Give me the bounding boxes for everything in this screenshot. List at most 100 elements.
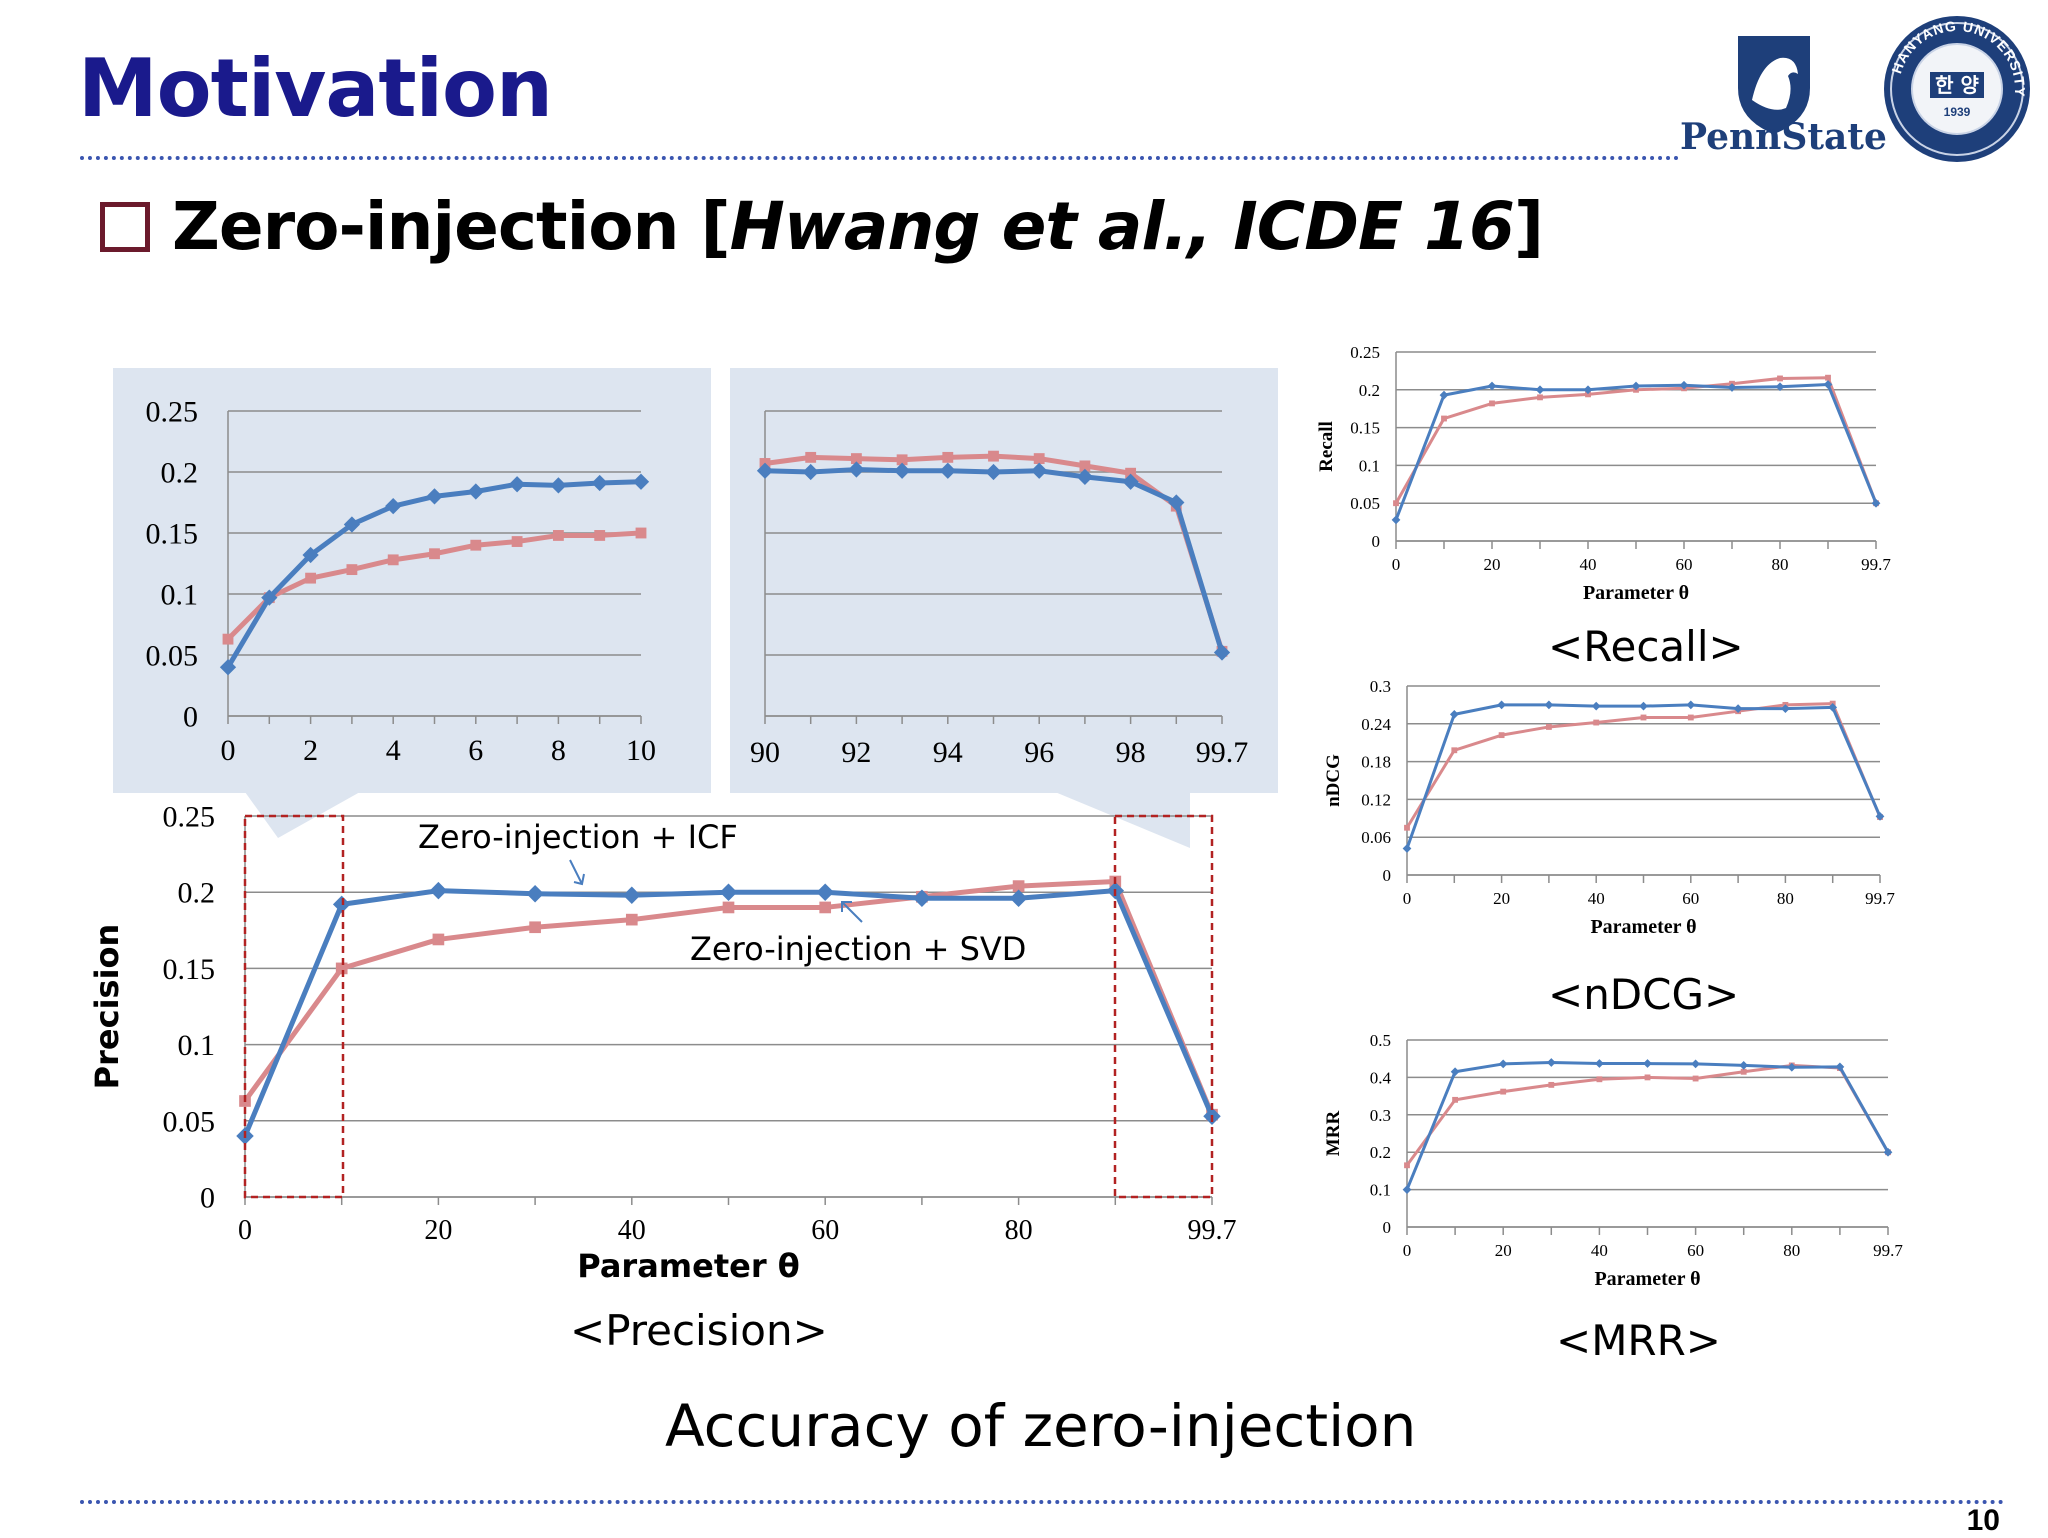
hanyang-logo: HANYANG UNIVERSITY 한 양 1939 — [1882, 14, 2032, 164]
recall-svd-point — [1537, 394, 1543, 401]
zoom-frame-right — [1113, 814, 1214, 1199]
ndcg-x-axis-label: Parameter θ — [1590, 916, 1696, 938]
recall-icf-line — [1394, 383, 1878, 521]
zoom_left-xtick-label: 10 — [626, 734, 656, 767]
recall-icf-point — [1583, 385, 1593, 395]
precision-ytick-label: 0.25 — [163, 801, 216, 834]
svd-annotation-arrow — [841, 901, 863, 923]
mrr-icf-line — [1405, 1060, 1890, 1191]
zoom_left-svd-point — [346, 564, 358, 576]
ndcg-ytick-label: 0.24 — [1361, 715, 1391, 734]
mrr-xtick-label: 40 — [1591, 1241, 1608, 1260]
mrr-icf-point — [1402, 1185, 1412, 1194]
zoom_right-icf-point — [848, 461, 865, 478]
mrr-x-axis-label: Parameter θ — [1594, 1268, 1700, 1290]
zoom_right-icf-point — [1122, 473, 1139, 490]
zoom_left-icf-point — [385, 498, 402, 515]
ndcg-svd-point — [1593, 719, 1600, 726]
zoom_right-icf-point — [756, 462, 774, 479]
ndcg-icf-point — [1402, 844, 1412, 853]
recall-icf-point — [1679, 380, 1689, 390]
mrr-ytick-label: 0 — [1383, 1218, 1392, 1237]
slide-subtitle: Zero-injection [Hwang et al., ICDE 16] — [172, 188, 1544, 265]
recall-icf-point — [1535, 385, 1545, 395]
mrr-svd-point — [1740, 1068, 1747, 1075]
mrr-svd-point — [1548, 1081, 1555, 1088]
precision-svd-line — [242, 879, 1215, 1116]
zoom_left-icf-point — [426, 488, 443, 505]
precision-x-axis-label: Parameter θ — [577, 1247, 800, 1285]
ndcg-icf-line — [1405, 703, 1882, 850]
pennstate-wordmark: PennState — [1680, 116, 1887, 158]
zoom-left-callout — [245, 792, 360, 838]
recall-ytick-label: 0.15 — [1350, 419, 1380, 438]
recall-xtick-label: 80 — [1772, 555, 1789, 574]
zoom_right-icf-point — [1213, 644, 1231, 661]
mrr-y-axis-label: MRR — [1323, 1111, 1344, 1157]
precision-xtick-label: 40 — [618, 1215, 646, 1246]
recall-svd-point — [1489, 400, 1495, 407]
ndcg-svd-point — [1451, 747, 1458, 754]
bottom-caption: Accuracy of zero-injection — [665, 1392, 1417, 1460]
mrr-icf-point — [1498, 1059, 1508, 1069]
ndcg-icf-point — [1781, 704, 1790, 714]
mrr-icf-point — [1787, 1062, 1797, 1072]
precision-ytick-label: 0.15 — [163, 953, 216, 986]
zoom_right-xtick-label: 98 — [1116, 736, 1146, 769]
mrr-svd-point — [1596, 1076, 1603, 1083]
zoom_right-svd-point — [1033, 453, 1045, 464]
ndcg-caption: <nDCG> — [1548, 970, 1740, 1019]
ndcg-ytick-label: 0.12 — [1361, 790, 1391, 809]
zoom_left-svd-point — [305, 572, 317, 584]
precision-icf-point — [719, 883, 738, 901]
zoom-right-panel — [730, 368, 1278, 793]
precision-svd-point — [625, 913, 638, 926]
ndcg-svd-point — [1545, 724, 1552, 730]
zoom_left-svd-point — [594, 530, 606, 541]
recall-svd-point — [1585, 391, 1591, 398]
ndcg-icf-point — [1828, 703, 1838, 712]
ndcg-y-axis-label: nDCG — [1323, 754, 1344, 807]
ndcg-xtick-label: 60 — [1682, 889, 1699, 908]
mrr-icf-point — [1643, 1059, 1652, 1068]
zoom_left-ytick-label: 0.1 — [161, 579, 199, 612]
zoom_left-icf-point — [467, 483, 484, 500]
slide-title: Motivation — [78, 42, 553, 135]
recall-icf-point — [1871, 498, 1881, 508]
zoom_right-xtick-label: 99.7 — [1196, 736, 1249, 769]
mrr-xtick-label: 20 — [1495, 1241, 1512, 1260]
zoom_right-icf-point — [985, 463, 1002, 481]
zoom_left-svd-point — [552, 530, 564, 541]
zoom_left-icf-point — [219, 659, 237, 676]
recall-icf-point — [1727, 383, 1737, 392]
recall-icf-point — [1775, 382, 1785, 392]
title-divider — [80, 156, 1680, 160]
mrr-icf-point — [1835, 1062, 1845, 1072]
hanyang-center-text: 한 양 — [1935, 73, 1979, 97]
ndcg-icf-point — [1591, 701, 1601, 711]
mrr-icf-point — [1739, 1061, 1749, 1070]
ndcg-xtick-label: 20 — [1493, 889, 1510, 908]
mrr-ytick-label: 0.3 — [1370, 1106, 1391, 1125]
precision-ytick-label: 0.1 — [178, 1029, 216, 1062]
recall-icf-point — [1487, 381, 1497, 391]
ndcg-xtick-label: 99.7 — [1865, 889, 1895, 908]
precision-svd-point — [1012, 880, 1025, 892]
precision-xtick-label: 20 — [424, 1215, 452, 1246]
zoom_left-svd-point — [511, 536, 523, 547]
zoom_left-svd-point — [470, 539, 482, 551]
zoom_right-icf-point — [893, 462, 911, 479]
zoom_left-icf-point — [591, 474, 608, 492]
zoom_right-icf-point — [1076, 468, 1094, 486]
mrr-ytick-label: 0.1 — [1370, 1181, 1391, 1200]
bullet-square — [100, 202, 150, 252]
footer-divider — [80, 1500, 2005, 1504]
recall-svd-point — [1441, 415, 1447, 422]
zoom_left-xtick-label: 0 — [221, 734, 236, 767]
zoom_left-icf-point — [302, 546, 319, 564]
zoom_left-svd-point — [635, 527, 647, 539]
mrr-xtick-label: 60 — [1687, 1241, 1704, 1260]
mrr-svd-point — [1452, 1096, 1459, 1103]
zoom_left-icf-point — [508, 476, 526, 493]
ndcg-icf-point — [1686, 700, 1696, 710]
